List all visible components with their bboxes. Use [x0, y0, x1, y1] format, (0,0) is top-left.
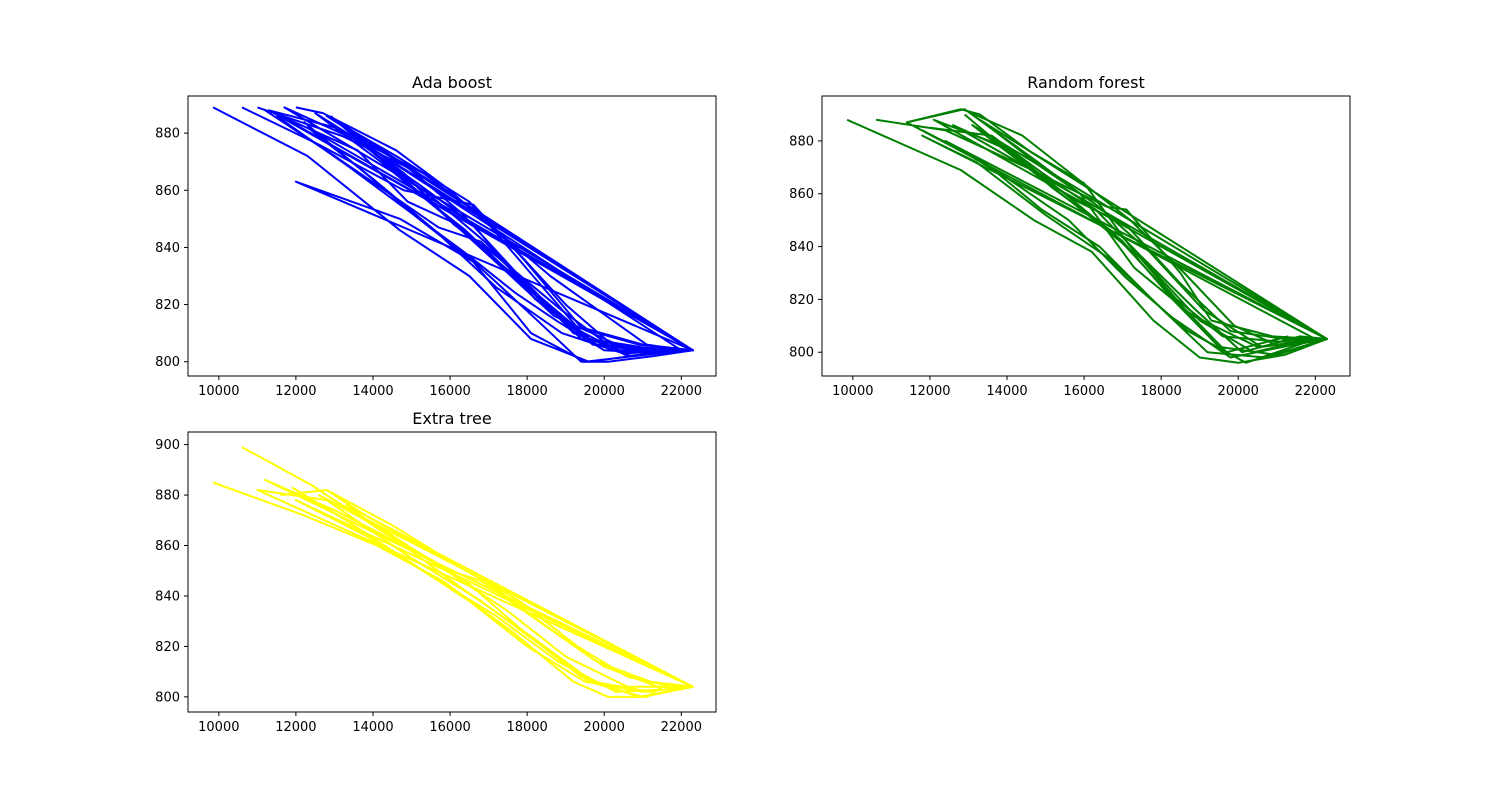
x-tick-label: 12000	[275, 384, 316, 399]
series-line-6	[968, 110, 1328, 348]
y-tick-label: 820	[789, 293, 814, 308]
y-tick-label: 900	[155, 438, 180, 453]
y-tick-label: 820	[155, 640, 180, 655]
series-line-8	[353, 132, 683, 357]
panel-title: Extra tree	[412, 409, 492, 428]
y-tick-label: 800	[155, 690, 180, 705]
panel-title: Random forest	[1027, 73, 1144, 92]
x-tick-label: 14000	[352, 384, 393, 399]
x-tick-label: 14000	[352, 720, 393, 735]
y-tick-label: 800	[789, 346, 814, 361]
x-tick-label: 20000	[584, 384, 625, 399]
y-tick-label: 860	[789, 187, 814, 202]
y-tick-label: 820	[155, 298, 180, 313]
plot-frame	[187, 431, 717, 713]
x-tick-label: 14000	[986, 384, 1027, 399]
y-tick-label: 840	[789, 240, 814, 255]
x-tick-label: 20000	[584, 720, 625, 735]
panel-ada-boost: Ada boost 10000 12000 14000 16000 18000 20000…	[155, 73, 717, 399]
y-tick-label: 800	[155, 355, 180, 370]
x-tick-label: 18000	[1140, 384, 1181, 399]
series-line-0	[212, 106, 694, 363]
x-tick-label: 18000	[506, 384, 547, 399]
x-tick-label: 10000	[832, 384, 873, 399]
panel-extra-tree: Extra tree 10000 12000 14000 16000 18000 2000…	[155, 409, 717, 735]
x-tick-label: 16000	[429, 720, 470, 735]
y-tick-label: 840	[155, 589, 180, 604]
y-tick-label: 860	[155, 184, 180, 199]
x-tick-label: 22000	[1295, 384, 1336, 399]
x-tick-label: 16000	[429, 384, 470, 399]
panel-random-forest: Random forest 10000 12000 14000 16000 18000 2…	[789, 73, 1351, 399]
x-tick-label: 22000	[661, 384, 702, 399]
x-tick-label: 12000	[275, 720, 316, 735]
series-line-4	[326, 489, 694, 693]
panel-title: Ada boost	[412, 73, 492, 92]
x-tick-label: 12000	[909, 384, 950, 399]
y-tick-label: 840	[155, 241, 180, 256]
x-tick-label: 16000	[1063, 384, 1104, 399]
series-line-2	[280, 489, 694, 693]
y-tick-label: 880	[155, 489, 180, 504]
series-line-6	[329, 115, 694, 352]
plot-frame	[821, 95, 1351, 377]
plot-frame	[187, 95, 717, 377]
x-tick-label: 18000	[506, 720, 547, 735]
x-tick-label: 20000	[1218, 384, 1259, 399]
y-tick-label: 880	[789, 134, 814, 149]
series-line-0	[846, 118, 1328, 364]
y-tick-label: 880	[155, 127, 180, 142]
x-tick-label: 10000	[198, 720, 239, 735]
y-tick-label: 860	[155, 539, 180, 554]
series-line-7	[276, 115, 694, 363]
x-tick-label: 22000	[661, 720, 702, 735]
series-line-1	[875, 108, 1328, 348]
x-tick-label: 10000	[198, 384, 239, 399]
